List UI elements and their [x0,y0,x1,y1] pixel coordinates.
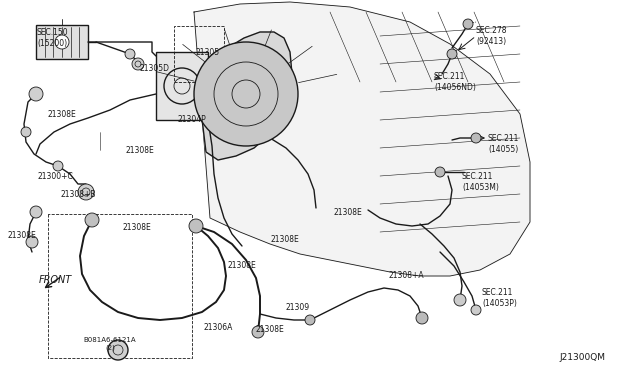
Text: SEC.150
(15200): SEC.150 (15200) [36,28,68,48]
Text: 21308+B: 21308+B [60,189,96,199]
Text: 21308E: 21308E [255,326,284,334]
Bar [36,25,88,59]
Text: 21309: 21309 [286,304,310,312]
Circle shape [125,49,135,59]
Circle shape [26,236,38,248]
Text: 21305D: 21305D [140,64,170,73]
Circle shape [435,167,445,177]
Circle shape [108,340,128,360]
Circle shape [132,58,144,70]
Circle shape [30,206,42,218]
Bar [174,26,224,82]
Polygon shape [198,32,292,160]
Circle shape [416,312,428,324]
Circle shape [85,213,99,227]
Text: SEC.211
(14056ND): SEC.211 (14056ND) [434,72,476,92]
Text: 21308E: 21308E [271,234,300,244]
Text: 21304P: 21304P [178,115,206,124]
Circle shape [29,87,43,101]
Circle shape [463,19,473,29]
Circle shape [471,305,481,315]
Polygon shape [194,2,530,276]
Circle shape [471,133,481,143]
Text: SEC.278
(92413): SEC.278 (92413) [476,26,508,46]
Circle shape [189,219,203,233]
Text: 21300+C: 21300+C [37,171,73,180]
Text: SEC.211
(14053P): SEC.211 (14053P) [482,288,517,308]
Text: 21306A: 21306A [204,324,233,333]
Text: 21308E: 21308E [123,222,152,231]
Text: 21308+A: 21308+A [388,270,424,279]
Text: 21308E: 21308E [8,231,36,240]
Circle shape [447,49,457,59]
Text: SEC.211
(14053M): SEC.211 (14053M) [462,172,499,192]
Circle shape [454,294,466,306]
Text: B081A6-6121A
(2): B081A6-6121A (2) [84,337,136,351]
Circle shape [194,42,298,146]
Text: 21305: 21305 [196,48,220,57]
Circle shape [55,35,69,49]
Text: FRONT: FRONT [38,275,72,285]
Text: 21308E: 21308E [47,109,76,119]
Circle shape [252,326,264,338]
Text: 21308E: 21308E [333,208,362,217]
Text: SEC.211
(14055): SEC.211 (14055) [488,134,520,154]
Circle shape [305,315,315,325]
Text: 21308E: 21308E [125,145,154,154]
Circle shape [78,184,94,200]
Bar [156,52,208,120]
Text: 21308E: 21308E [228,260,257,269]
Text: J21300QM: J21300QM [559,353,605,362]
Circle shape [53,161,63,171]
Circle shape [21,127,31,137]
